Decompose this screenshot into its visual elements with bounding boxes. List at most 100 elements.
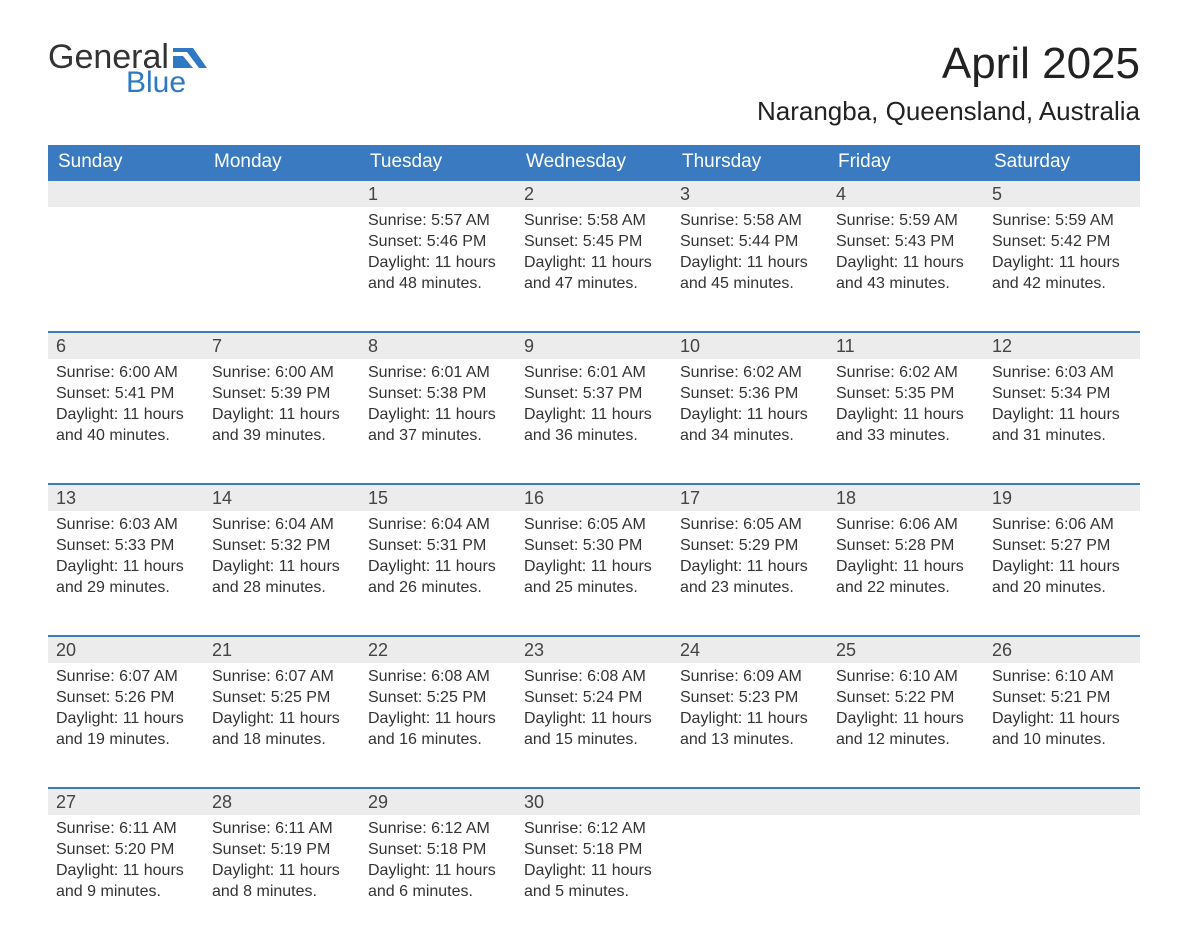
sunrise-line: Sunrise: 6:02 AM [836, 363, 976, 384]
sunset-line: Sunset: 5:28 PM [836, 536, 976, 557]
sunset-line: Sunset: 5:42 PM [992, 232, 1132, 253]
day-number-cell: 26 [984, 636, 1140, 663]
sunrise-line: Sunrise: 6:00 AM [212, 363, 352, 384]
daylight-line: Daylight: 11 hours and 47 minutes. [524, 253, 664, 295]
sunset-line: Sunset: 5:32 PM [212, 536, 352, 557]
sunrise-line: Sunrise: 5:58 AM [680, 211, 820, 232]
sunset-line: Sunset: 5:21 PM [992, 688, 1132, 709]
day-number-cell: 6 [48, 332, 204, 359]
day-number-cell: 30 [516, 788, 672, 815]
day-number-row: 13141516171819 [48, 484, 1140, 511]
sunrise-line: Sunrise: 6:08 AM [524, 667, 664, 688]
sunset-line: Sunset: 5:35 PM [836, 384, 976, 405]
daylight-line: Daylight: 11 hours and 48 minutes. [368, 253, 508, 295]
day-cell-content: Sunrise: 6:11 AMSunset: 5:19 PMDaylight:… [204, 815, 360, 902]
sunset-line: Sunset: 5:18 PM [524, 840, 664, 861]
day-number-cell: 27 [48, 788, 204, 815]
daylight-line: Daylight: 11 hours and 18 minutes. [212, 709, 352, 751]
sunrise-line: Sunrise: 5:59 AM [836, 211, 976, 232]
sunrise-line: Sunrise: 6:05 AM [524, 515, 664, 536]
sunrise-line: Sunrise: 6:12 AM [524, 819, 664, 840]
day-header: Monday [204, 145, 360, 180]
daylight-line: Daylight: 11 hours and 39 minutes. [212, 405, 352, 447]
sunset-line: Sunset: 5:24 PM [524, 688, 664, 709]
sunset-line: Sunset: 5:25 PM [368, 688, 508, 709]
day-cell: Sunrise: 6:01 AMSunset: 5:37 PMDaylight:… [516, 359, 672, 484]
day-cell: Sunrise: 6:03 AMSunset: 5:33 PMDaylight:… [48, 511, 204, 636]
daylight-line: Daylight: 11 hours and 19 minutes. [56, 709, 196, 751]
day-cell-content: Sunrise: 6:02 AMSunset: 5:36 PMDaylight:… [672, 359, 828, 446]
day-cell-content: Sunrise: 6:12 AMSunset: 5:18 PMDaylight:… [516, 815, 672, 902]
sunrise-line: Sunrise: 6:11 AM [212, 819, 352, 840]
day-cell: Sunrise: 5:59 AMSunset: 5:43 PMDaylight:… [828, 207, 984, 332]
day-number-cell: 11 [828, 332, 984, 359]
daylight-line: Daylight: 11 hours and 37 minutes. [368, 405, 508, 447]
sunrise-line: Sunrise: 5:58 AM [524, 211, 664, 232]
sunset-line: Sunset: 5:26 PM [56, 688, 196, 709]
sunset-line: Sunset: 5:29 PM [680, 536, 820, 557]
day-cell: Sunrise: 6:07 AMSunset: 5:25 PMDaylight:… [204, 663, 360, 788]
sunrise-line: Sunrise: 5:57 AM [368, 211, 508, 232]
day-header: Friday [828, 145, 984, 180]
daylight-line: Daylight: 11 hours and 22 minutes. [836, 557, 976, 599]
day-cell-content: Sunrise: 6:11 AMSunset: 5:20 PMDaylight:… [48, 815, 204, 902]
daylight-line: Daylight: 11 hours and 40 minutes. [56, 405, 196, 447]
day-number-cell: 21 [204, 636, 360, 663]
calendar-page: General Blue April 2025 Narangba, Queens… [0, 0, 1188, 939]
day-cell [984, 815, 1140, 939]
day-number-cell: 19 [984, 484, 1140, 511]
day-number-cell: 22 [360, 636, 516, 663]
day-cell: Sunrise: 5:58 AMSunset: 5:45 PMDaylight:… [516, 207, 672, 332]
day-cell-content: Sunrise: 6:00 AMSunset: 5:41 PMDaylight:… [48, 359, 204, 446]
day-cell: Sunrise: 6:01 AMSunset: 5:38 PMDaylight:… [360, 359, 516, 484]
day-cell-content: Sunrise: 6:04 AMSunset: 5:31 PMDaylight:… [360, 511, 516, 598]
day-number-row: 12345 [48, 180, 1140, 207]
day-content-row: Sunrise: 5:57 AMSunset: 5:46 PMDaylight:… [48, 207, 1140, 332]
day-cell: Sunrise: 6:08 AMSunset: 5:24 PMDaylight:… [516, 663, 672, 788]
day-cell: Sunrise: 6:06 AMSunset: 5:27 PMDaylight:… [984, 511, 1140, 636]
daylight-line: Daylight: 11 hours and 5 minutes. [524, 861, 664, 903]
sunrise-line: Sunrise: 6:08 AM [368, 667, 508, 688]
day-number-cell: 9 [516, 332, 672, 359]
day-cell: Sunrise: 6:10 AMSunset: 5:22 PMDaylight:… [828, 663, 984, 788]
sunset-line: Sunset: 5:41 PM [56, 384, 196, 405]
daylight-line: Daylight: 11 hours and 13 minutes. [680, 709, 820, 751]
day-number-cell: 23 [516, 636, 672, 663]
day-number-cell: 5 [984, 180, 1140, 207]
day-cell: Sunrise: 6:00 AMSunset: 5:39 PMDaylight:… [204, 359, 360, 484]
day-cell-content: Sunrise: 5:58 AMSunset: 5:44 PMDaylight:… [672, 207, 828, 294]
sunrise-line: Sunrise: 6:07 AM [212, 667, 352, 688]
day-number-cell [204, 180, 360, 207]
day-cell-content: Sunrise: 6:04 AMSunset: 5:32 PMDaylight:… [204, 511, 360, 598]
sunset-line: Sunset: 5:22 PM [836, 688, 976, 709]
daylight-line: Daylight: 11 hours and 8 minutes. [212, 861, 352, 903]
sunrise-line: Sunrise: 6:01 AM [524, 363, 664, 384]
sunset-line: Sunset: 5:44 PM [680, 232, 820, 253]
day-cell-content: Sunrise: 6:01 AMSunset: 5:37 PMDaylight:… [516, 359, 672, 446]
day-content-row: Sunrise: 6:00 AMSunset: 5:41 PMDaylight:… [48, 359, 1140, 484]
day-cell: Sunrise: 6:00 AMSunset: 5:41 PMDaylight:… [48, 359, 204, 484]
daylight-line: Daylight: 11 hours and 28 minutes. [212, 557, 352, 599]
day-number-cell: 25 [828, 636, 984, 663]
day-number-cell: 15 [360, 484, 516, 511]
sunset-line: Sunset: 5:38 PM [368, 384, 508, 405]
page-header: General Blue April 2025 Narangba, Queens… [48, 40, 1140, 139]
day-number-cell: 8 [360, 332, 516, 359]
daylight-line: Daylight: 11 hours and 42 minutes. [992, 253, 1132, 295]
sunset-line: Sunset: 5:37 PM [524, 384, 664, 405]
sunrise-line: Sunrise: 6:02 AM [680, 363, 820, 384]
day-cell: Sunrise: 6:11 AMSunset: 5:20 PMDaylight:… [48, 815, 204, 939]
sunset-line: Sunset: 5:27 PM [992, 536, 1132, 557]
day-number-cell: 20 [48, 636, 204, 663]
daylight-line: Daylight: 11 hours and 9 minutes. [56, 861, 196, 903]
day-cell: Sunrise: 6:07 AMSunset: 5:26 PMDaylight:… [48, 663, 204, 788]
sunrise-line: Sunrise: 6:05 AM [680, 515, 820, 536]
day-cell-content: Sunrise: 6:07 AMSunset: 5:26 PMDaylight:… [48, 663, 204, 750]
sunrise-line: Sunrise: 6:03 AM [56, 515, 196, 536]
day-cell-content: Sunrise: 6:10 AMSunset: 5:21 PMDaylight:… [984, 663, 1140, 750]
calendar-thead: SundayMondayTuesdayWednesdayThursdayFrid… [48, 145, 1140, 180]
daylight-line: Daylight: 11 hours and 33 minutes. [836, 405, 976, 447]
day-cell [672, 815, 828, 939]
day-cell: Sunrise: 6:02 AMSunset: 5:36 PMDaylight:… [672, 359, 828, 484]
day-cell: Sunrise: 6:12 AMSunset: 5:18 PMDaylight:… [360, 815, 516, 939]
